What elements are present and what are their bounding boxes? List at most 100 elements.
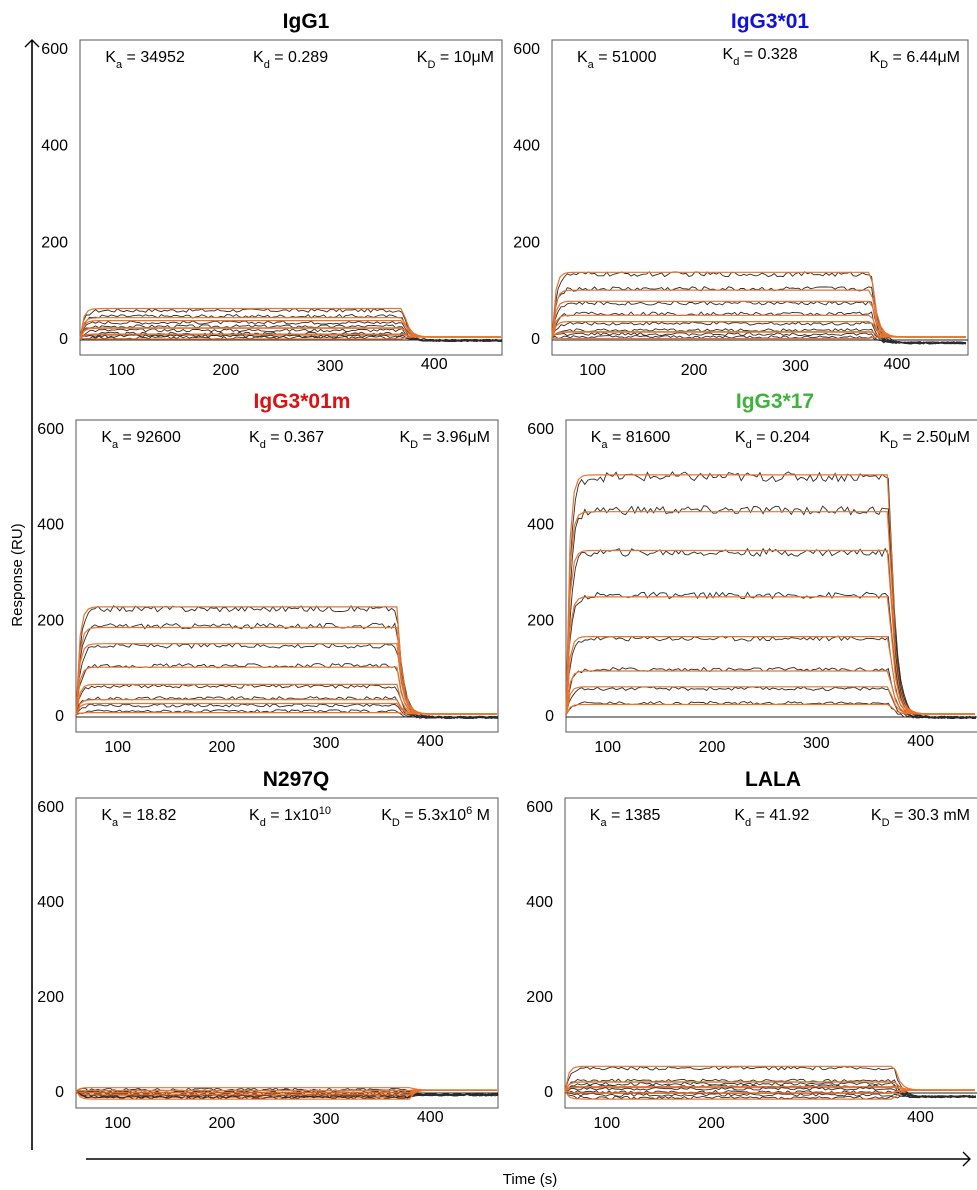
KD-annotation: KD = 10μM [417,49,494,71]
kd-annotation: Kd = 41.92 [734,807,809,829]
data-trace [75,703,499,719]
x-tick-label: 200 [681,362,708,379]
kd-annotation: Kd = 1x1010 [249,805,331,829]
data-trace [75,709,499,719]
ka-annotation: Ka = 51000 [577,49,657,71]
data-trace [551,321,967,345]
x-axis-label: Time (s) [503,1171,557,1188]
fit-line [551,336,966,340]
y-tick-label: 400 [37,517,64,534]
fit-line [551,314,966,339]
x-tick-label: 400 [421,356,448,373]
y-tick-label: 600 [41,41,68,58]
fit-line [565,549,975,716]
fit-line [565,686,975,716]
fit-line [75,643,497,716]
plot-frame [564,797,977,1109]
kd-annotation: Kd = 0.328 [723,46,798,68]
data-trace [565,591,976,719]
fit-line [565,596,975,716]
data-trace [565,635,976,719]
x-tick-label: 300 [313,1111,340,1128]
kd-annotation: Kd = 0.367 [249,429,324,451]
panel-title: IgG3*01m [254,390,351,413]
x-tick-label: 400 [417,1109,444,1126]
fit-line [565,703,975,716]
fit-line [75,712,497,716]
data-trace [75,1090,499,1099]
KD-annotation: KD = 30.3 mM [871,807,970,829]
y-tick-label: 600 [526,799,553,816]
data-trace [551,271,967,345]
fit-line [565,636,975,716]
y-tick-label: 400 [37,894,64,911]
y-tick-label: 200 [37,989,64,1006]
fit-line [79,336,501,340]
fit-line [75,626,497,716]
x-tick-label: 200 [209,739,236,756]
ka-annotation: Ka = 34952 [105,49,185,71]
ka-annotation: Ka = 1385 [590,807,661,829]
x-tick-label: 400 [417,733,444,750]
fit-line [75,702,497,716]
data-trace [551,311,967,345]
y-tick-label: 0 [531,331,540,348]
data-trace [75,1090,499,1100]
x-tick-label: 400 [907,733,934,750]
kd-annotation: Kd = 0.289 [253,49,328,71]
KD-annotation: KD = 2.50μM [879,429,970,451]
kd-annotation: Kd = 0.204 [735,429,810,451]
y-axis-label: Response (RU) [9,523,26,626]
x-tick-label: 300 [317,358,344,375]
x-tick-label: 100 [104,739,131,756]
y-tick-label: 400 [41,138,68,155]
fit-line [75,1089,497,1100]
plot-frame [75,419,499,733]
fit-line [75,666,497,716]
x-tick-label: 400 [907,1109,934,1126]
y-tick-label: 0 [55,708,64,725]
data-trace [565,547,977,719]
data-trace [564,1066,976,1099]
ka-annotation: Ka = 81600 [591,429,671,451]
x-tick-label: 100 [594,739,621,756]
data-trace [75,605,499,719]
y-tick-label: 200 [37,612,64,629]
x-tick-label: 100 [579,362,606,379]
plot-frame [75,797,499,1109]
y-tick-label: 200 [527,612,554,629]
x-tick-label: 300 [803,735,830,752]
panel-title: N297Q [263,768,330,791]
data-trace [75,642,499,719]
data-trace [75,663,499,719]
x-tick-label: 100 [104,1115,131,1132]
y-tick-label: 0 [55,1084,64,1101]
KD-annotation: KD = 3.96μM [399,429,490,451]
y-tick-label: 400 [526,894,553,911]
x-tick-label: 300 [313,735,340,752]
panel-igg3-01m: IgG3*01m 0 200 400 600 100 200 300 400 Ka = 92600… [37,390,499,756]
panel-igg3-17: IgG3*17 0 200 400 600 100 200 300 400 Ka = 81600 K… [527,390,977,756]
data-trace [79,335,503,343]
plot-frame [79,39,503,356]
y-tick-label: 0 [59,331,68,348]
x-tick-label: 300 [803,1111,830,1128]
fit-line [564,1089,975,1100]
data-trace [564,1078,977,1099]
panel-lala: LALA 0 200 400 600 100 200 300 400 Ka = 1385 Kd = … [526,768,977,1132]
y-tick-label: 200 [526,989,553,1006]
panel-igg1: IgG1 0 200 400 600 100 200 300 400 Ka = 34952 Kd =… [41,10,503,379]
panel-title: IgG3*17 [736,390,814,413]
data-trace [565,686,977,720]
fit-line [564,1085,975,1092]
fit-line [565,670,975,716]
fit-line [551,271,966,339]
ka-annotation: Ka = 18.82 [101,807,176,829]
panel-title: LALA [745,768,801,791]
y-tick-label: 600 [37,421,64,438]
x-tick-label: 100 [108,362,135,379]
x-tick-label: 400 [884,356,911,373]
panel-title: IgG1 [283,10,330,33]
data-trace [564,1090,976,1100]
